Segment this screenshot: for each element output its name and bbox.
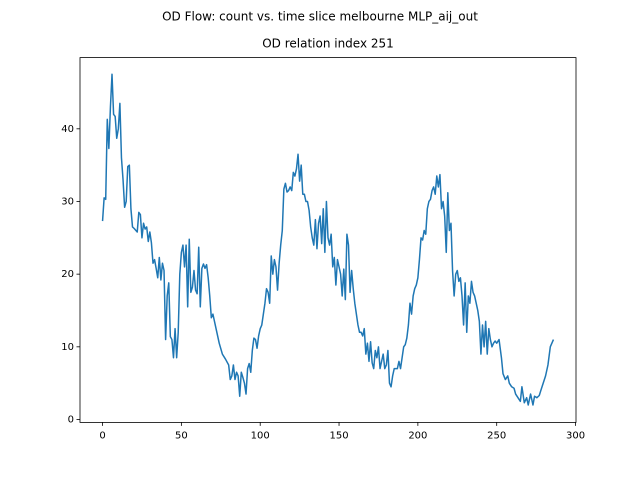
y-tick-label: 40 xyxy=(61,124,74,135)
x-tick-label: 300 xyxy=(566,430,585,441)
x-tick-label: 150 xyxy=(329,430,348,441)
x-tick-label: 200 xyxy=(408,430,427,441)
x-tick-label: 100 xyxy=(251,430,270,441)
plot-frame xyxy=(79,57,577,423)
y-tick-label: 20 xyxy=(61,269,74,280)
x-tick-label: 250 xyxy=(487,430,506,441)
y-tick-label: 0 xyxy=(68,414,74,425)
y-tick-label: 10 xyxy=(61,342,74,353)
suptitle: OD Flow: count vs. time slice melbourne … xyxy=(162,10,478,24)
y-tick-label: 30 xyxy=(61,196,74,207)
chart-title: OD relation index 251 xyxy=(262,37,394,51)
data-line xyxy=(101,73,555,406)
x-tick-label: 50 xyxy=(175,430,188,441)
x-tick-label: 0 xyxy=(99,430,105,441)
